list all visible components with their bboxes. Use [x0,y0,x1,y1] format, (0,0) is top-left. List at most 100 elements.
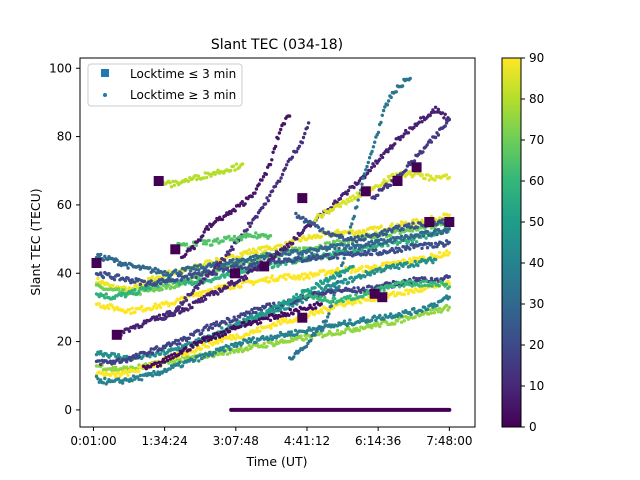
data-point [408,257,412,261]
data-point [138,373,142,378]
data-point [163,360,167,364]
data-point [220,326,224,330]
data-point [129,311,133,316]
data-point [371,145,376,149]
data-point [112,368,117,372]
data-point [137,290,141,294]
data-point [294,150,299,154]
data-point [201,234,205,238]
data-point [359,301,363,305]
data-point [366,160,370,165]
data-point [212,332,216,336]
data-point [205,175,209,180]
data-point [373,196,377,201]
data-point [321,311,325,315]
data-point [423,283,427,287]
data-point [246,252,250,256]
data-point [431,260,435,265]
data-point [425,246,430,250]
data-point [372,298,377,303]
data-point [324,319,328,323]
data-point [137,264,141,268]
data-point [402,284,406,288]
data-point [265,276,269,280]
data-point [338,196,343,201]
data-point [127,355,132,360]
data-point [365,171,370,175]
data-point [134,352,138,356]
data-point [223,214,228,218]
data-point [159,282,163,286]
data-point [225,352,230,356]
data-point [141,354,145,359]
data-point [300,252,304,256]
data-point [246,221,251,225]
data-point [161,357,165,362]
data-point [370,252,374,257]
series-4 [94,227,451,278]
data-point [125,370,129,375]
data-point [97,359,102,363]
low-locktime-marker [230,268,240,279]
data-point [224,322,228,326]
data-point [348,195,352,200]
data-point [376,130,381,135]
data-point [356,181,360,186]
data-point [378,242,382,246]
data-point [360,182,364,186]
data-point [297,309,301,314]
data-point [391,263,396,267]
data-point [268,234,273,238]
data-point [201,299,205,303]
data-point [103,376,107,381]
data-point [327,312,331,316]
data-point [262,341,266,346]
data-point [420,173,424,177]
data-point [186,308,190,312]
data-point [307,276,311,280]
data-point [199,347,204,351]
data-point [334,253,338,257]
data-point [243,270,247,274]
data-point [168,181,172,185]
data-point [131,374,136,378]
colorbar-tick-label: 90 [529,51,544,65]
data-point [405,282,409,286]
data-point [313,219,317,223]
data-point [129,358,133,362]
data-point [443,124,447,128]
data-point [408,76,412,81]
data-point [275,316,280,320]
data-point [235,344,239,349]
data-point [301,215,305,220]
data-point [310,251,314,256]
data-point [376,193,380,197]
data-point [232,286,236,290]
data-point [213,341,217,345]
data-point [374,248,378,252]
data-point [174,338,178,343]
data-point [300,272,304,276]
data-point [270,274,274,278]
data-point [238,234,242,239]
data-point [396,280,400,285]
data-point [99,271,103,275]
data-point [184,242,189,246]
data-point [361,252,366,257]
data-point [397,285,402,289]
data-point [414,256,419,260]
data-point [333,240,337,244]
data-point [432,245,436,249]
data-point [417,152,421,156]
data-point [359,290,363,294]
data-point [148,281,152,286]
data-point [335,328,340,333]
data-point [428,113,432,118]
data-point [196,286,200,290]
data-point [206,353,211,358]
data-point [193,271,197,275]
data-point [208,293,212,297]
data-point [201,328,205,332]
data-point [402,292,406,296]
data-marks [91,162,455,340]
